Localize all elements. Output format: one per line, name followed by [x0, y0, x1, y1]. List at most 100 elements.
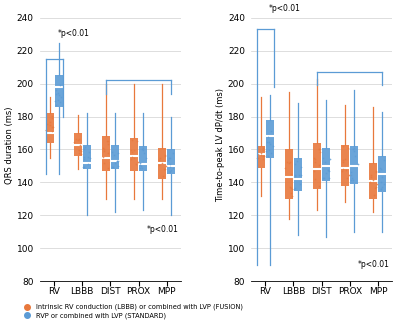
Point [292, 174, 299, 179]
Point [115, 151, 122, 156]
Point [162, 153, 168, 158]
Point [55, 91, 61, 96]
Point [292, 172, 298, 177]
Point [76, 150, 82, 155]
Point [138, 165, 145, 170]
Point [316, 162, 322, 168]
Point [167, 164, 173, 170]
Point [258, 151, 264, 156]
Point [368, 172, 374, 177]
Point [268, 150, 274, 155]
Point [266, 139, 272, 144]
Text: *p<0.01: *p<0.01 [358, 260, 390, 269]
Point [71, 139, 77, 144]
Point [312, 160, 319, 165]
Point [367, 180, 373, 185]
Point [78, 151, 84, 157]
Point [55, 97, 61, 102]
Point [268, 129, 274, 134]
Point [373, 184, 380, 190]
Point [339, 157, 346, 162]
Point [167, 169, 173, 174]
Point [101, 146, 107, 151]
Bar [285, 150, 293, 199]
Point [162, 166, 168, 172]
Point [340, 159, 346, 164]
Point [162, 163, 169, 169]
Bar [294, 158, 302, 191]
Point [354, 161, 361, 166]
Point [43, 122, 50, 127]
Point [99, 145, 106, 150]
Point [166, 169, 173, 174]
Point [49, 129, 56, 134]
Point [133, 162, 139, 167]
Bar [74, 133, 82, 156]
Point [129, 149, 135, 154]
Point [114, 159, 121, 164]
Point [311, 169, 318, 174]
Point [284, 160, 291, 165]
Point [288, 172, 294, 177]
Point [316, 146, 322, 151]
Bar [111, 144, 119, 169]
Point [340, 166, 346, 171]
Point [48, 124, 55, 130]
Bar [370, 162, 377, 199]
Point [316, 183, 322, 188]
Point [348, 177, 354, 182]
Point [264, 153, 271, 159]
Point [105, 139, 111, 144]
Point [376, 168, 382, 173]
Point [156, 157, 163, 162]
Point [128, 148, 134, 153]
Point [287, 185, 294, 191]
Point [160, 173, 166, 178]
Bar [83, 144, 91, 169]
Point [137, 161, 143, 166]
Point [325, 167, 331, 172]
Point [52, 99, 58, 104]
Point [371, 193, 377, 198]
Bar [266, 120, 274, 158]
Point [47, 123, 53, 128]
Point [320, 176, 327, 181]
Point [160, 167, 167, 172]
Point [86, 150, 92, 155]
Point [348, 172, 354, 178]
Point [378, 186, 384, 192]
Point [326, 157, 333, 162]
Point [296, 172, 302, 177]
Point [139, 146, 146, 151]
Point [320, 155, 327, 160]
Point [258, 152, 264, 158]
Text: *p<0.01: *p<0.01 [147, 225, 179, 234]
Point [282, 165, 288, 171]
Point [58, 94, 64, 99]
Point [266, 147, 272, 152]
Point [378, 174, 385, 179]
Point [157, 156, 163, 161]
Point [263, 148, 270, 153]
Point [112, 161, 118, 166]
Bar [313, 143, 321, 189]
Point [114, 164, 121, 169]
Point [325, 168, 331, 173]
Point [378, 166, 384, 171]
Point [291, 186, 298, 191]
Point [297, 165, 304, 170]
Point [77, 142, 83, 147]
Point [131, 155, 138, 161]
Point [342, 167, 349, 172]
Point [136, 162, 143, 167]
Point [101, 161, 107, 166]
Point [134, 160, 141, 165]
Point [82, 145, 89, 150]
Point [326, 175, 332, 180]
Point [372, 169, 379, 174]
Point [374, 181, 380, 186]
Legend: Intrinsic RV conduction (LBBB) or combined with LVP (FUSION), RVP or combined wi: Intrinsic RV conduction (LBBB) or combin… [19, 303, 244, 320]
Point [287, 191, 294, 196]
Point [73, 137, 80, 142]
Point [344, 175, 350, 180]
